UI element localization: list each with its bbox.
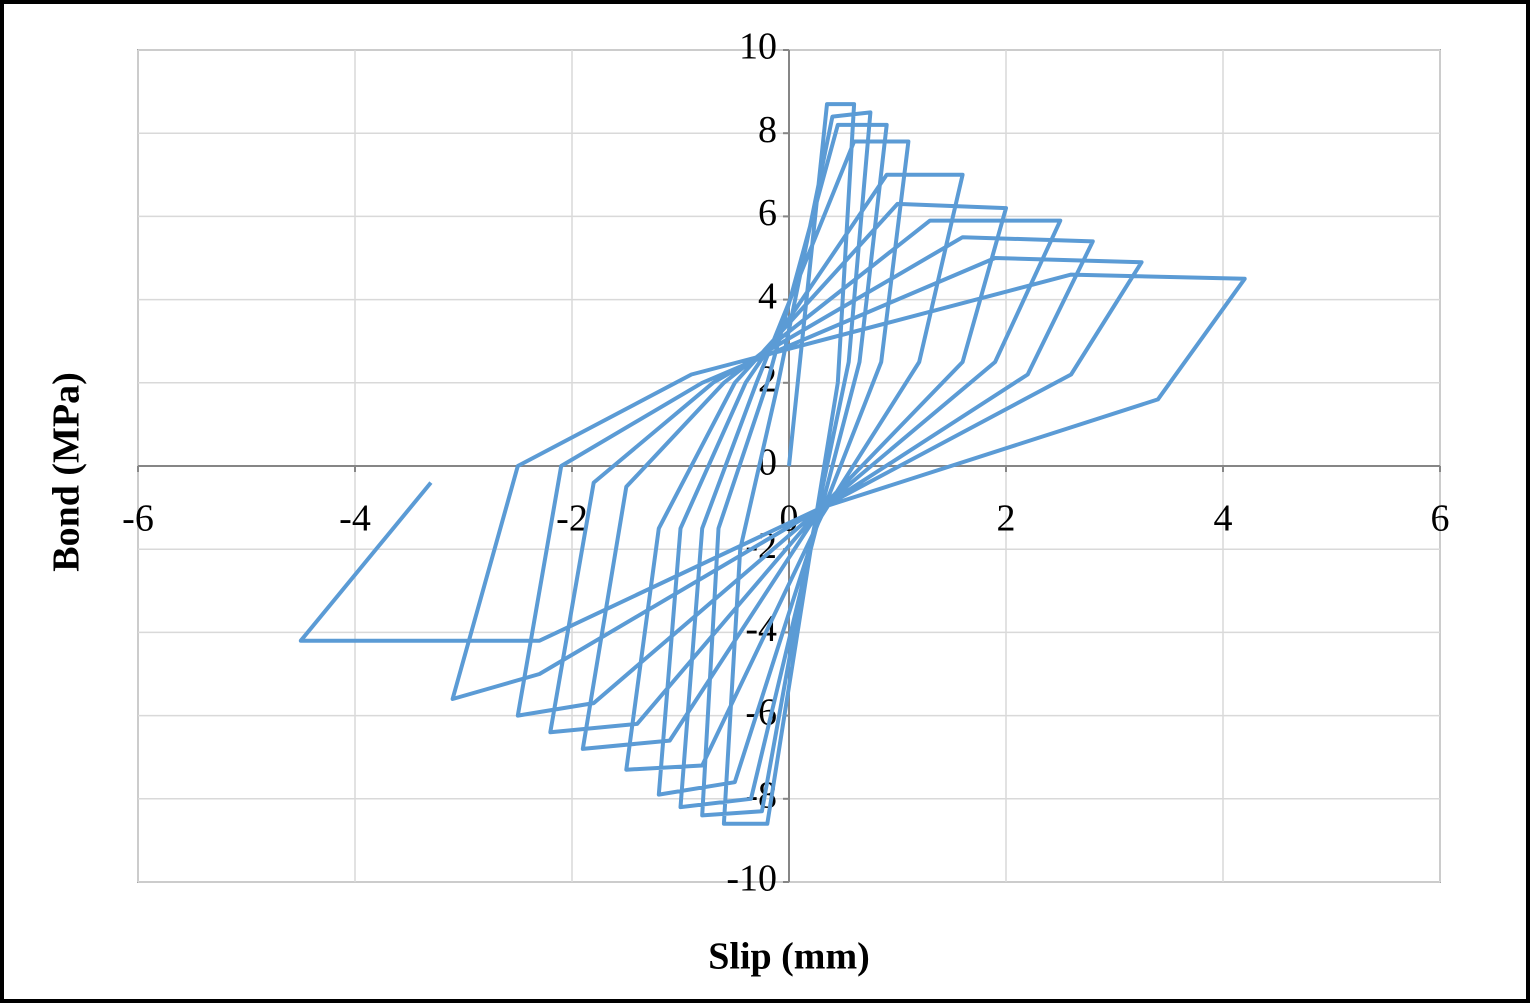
data-line bbox=[298, 102, 1247, 826]
y-tick-label: 10 bbox=[739, 26, 777, 68]
x-tick-label: 4 bbox=[1214, 498, 1233, 540]
y-axis-label: Bond (MPa) bbox=[46, 372, 88, 572]
y-tick-label: 6 bbox=[758, 192, 777, 234]
y-tick-label: 8 bbox=[758, 109, 777, 151]
y-tick-label: -10 bbox=[726, 858, 777, 900]
x-tick-label: -2 bbox=[556, 498, 588, 540]
x-tick-label: -4 bbox=[339, 498, 371, 540]
x-axis-label: Slip (mm) bbox=[708, 936, 870, 978]
x-tick-label: 6 bbox=[1431, 498, 1450, 540]
x-tick-label: 2 bbox=[997, 498, 1016, 540]
y-tick-label: 4 bbox=[758, 275, 777, 317]
x-tick-label: -6 bbox=[122, 498, 154, 540]
